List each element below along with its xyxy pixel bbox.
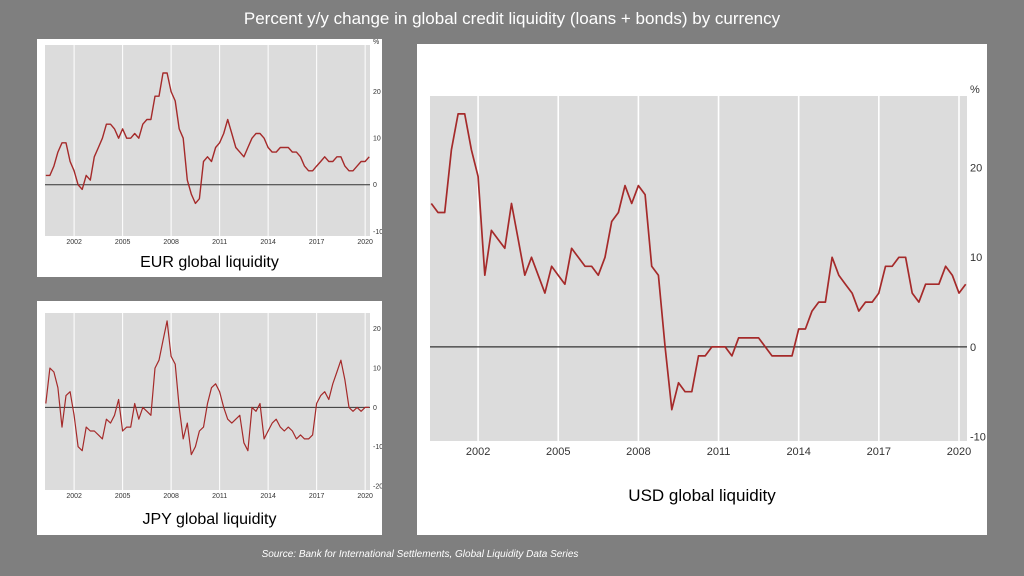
- jpy-y-tick-label: -20: [373, 484, 382, 491]
- usd-y-tick-label: 10: [970, 252, 982, 264]
- usd-x-tick-label: 2020: [947, 446, 971, 458]
- usd-x-tick-label: 2005: [546, 446, 570, 458]
- jpy-y-tick-label: 10: [373, 366, 381, 373]
- eur-series-line: [45, 72, 370, 205]
- eur-chart: 2002 2005 2008 2011 2014 2017 2020-10 0 10 20%: [45, 39, 382, 246]
- usd-y-tick-label: 0: [970, 342, 976, 354]
- eur-x-tick-label: 2005: [115, 239, 131, 246]
- jpy-x-tick-label: 2014: [260, 493, 276, 500]
- usd-y-tick-label: -10: [970, 431, 986, 443]
- jpy-y-tick-label: 20: [373, 326, 381, 333]
- usd-plot-area: [430, 96, 967, 441]
- usd-chart: 2002 2005 2008 2011 2014 2017 2020 -10 0 10 20%: [430, 84, 986, 458]
- eur-x-tick-label: 2002: [66, 239, 82, 246]
- eur-y-tick-label: -10: [373, 229, 382, 236]
- jpy-x-tick-label: 2002: [66, 493, 82, 500]
- eur-x-tick-label: 2008: [163, 239, 179, 246]
- eur-y-tick-label: 10: [373, 136, 381, 143]
- jpy-x-tick-label: 2008: [163, 493, 179, 500]
- jpy-x-tick-label: 2020: [357, 493, 373, 500]
- page-title: Percent y/y change in global credit liqu…: [243, 9, 781, 28]
- usd-x-tick-label: 2017: [867, 446, 891, 458]
- jpy-chart-caption: JPY global liquidity: [142, 511, 277, 528]
- eur-plot-area: [45, 45, 370, 236]
- jpy-x-tick-label: 2005: [115, 493, 131, 500]
- jpy-x-tick-label: 2011: [212, 493, 227, 500]
- usd-x-tick-label: 2011: [707, 446, 731, 458]
- eur-y-tick-label: 0: [373, 182, 377, 189]
- jpy-y-tick-label: 0: [373, 405, 377, 412]
- jpy-chart-panel: 2002 2005 2008 2011 2014 2017 2020 -20 -10 0 10 20 …: [37, 301, 382, 535]
- usd-series-line: [430, 113, 967, 411]
- eur-x-tick-label: 2014: [260, 239, 276, 246]
- usd-x-tick-label: 2008: [626, 446, 650, 458]
- usd-x-tick-label: 2002: [466, 446, 490, 458]
- usd-chart-caption: USD global liquidity: [628, 486, 776, 505]
- usd-y-tick-label: 20: [970, 163, 982, 175]
- eur-chart-caption: EUR global liquidity: [140, 254, 279, 271]
- eur-unit-label: %: [373, 39, 379, 46]
- usd-chart-panel: 2002 2005 2008 2011 2014 2017 2020 -10 0 10 20% US…: [417, 44, 987, 535]
- usd-x-tick-label: 2014: [786, 446, 810, 458]
- eur-x-tick-label: 2011: [212, 239, 227, 246]
- eur-x-tick-label: 2020: [357, 239, 373, 246]
- source-note: Source: Bank for International Settlemen…: [261, 549, 579, 560]
- jpy-x-tick-label: 2017: [309, 493, 325, 500]
- eur-y-tick-label: 20: [373, 89, 381, 96]
- jpy-series-line: [45, 320, 370, 456]
- usd-unit-label: %: [970, 84, 980, 96]
- jpy-y-tick-label: -10: [373, 444, 382, 451]
- eur-x-tick-label: 2017: [309, 239, 325, 246]
- eur-chart-panel: 2002 2005 2008 2011 2014 2017 2020 -10 0 10 20% EU…: [37, 39, 382, 277]
- jpy-chart: 2002 2005 2008 2011 2014 2017 2020-20 -10 0 10 20: [45, 313, 382, 500]
